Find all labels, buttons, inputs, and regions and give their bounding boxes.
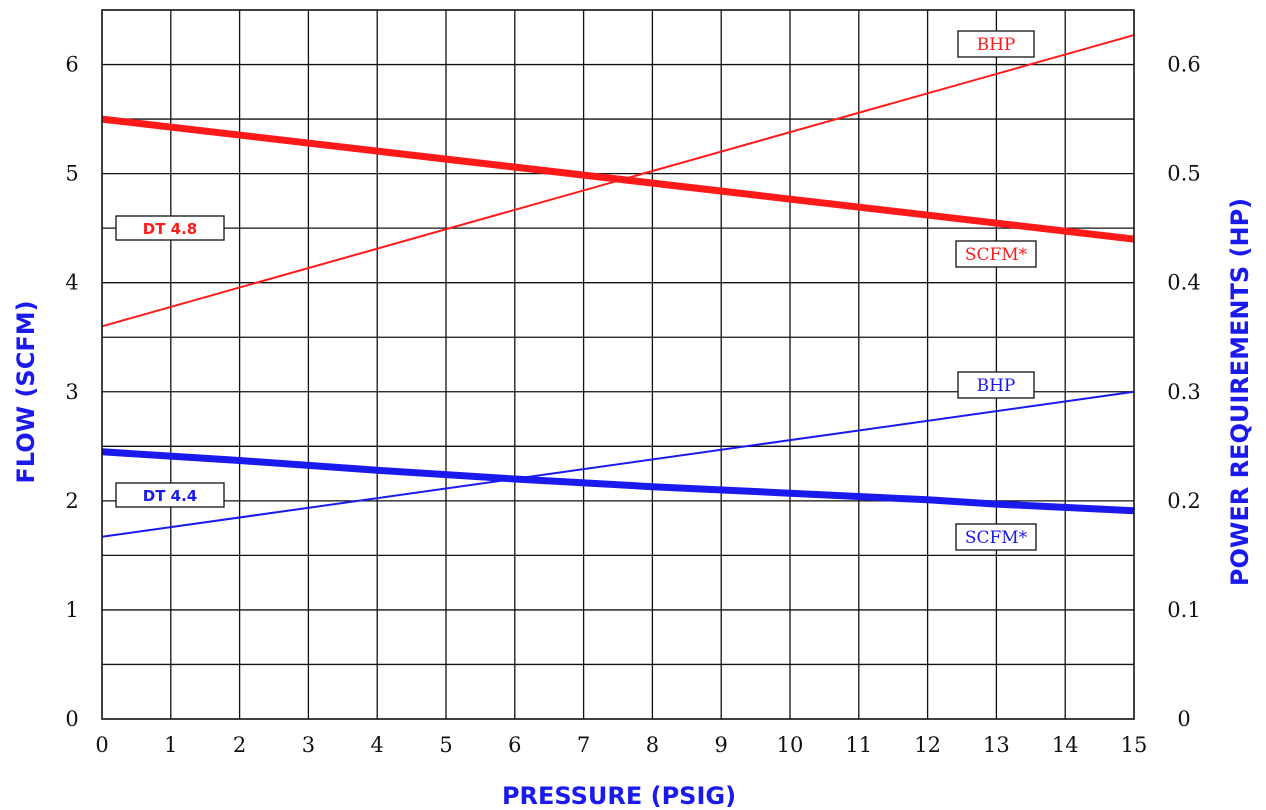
y-tick-label: 5: [65, 162, 78, 186]
y2-tick-label: 0.4: [1167, 271, 1200, 295]
y-tick-label: 1: [65, 598, 78, 622]
label-bhp-box: [957, 30, 1035, 58]
y2-tick-label: 0.6: [1167, 53, 1200, 77]
x-tick-label: 0: [95, 733, 108, 757]
x-tick-label: 2: [233, 733, 246, 757]
label-model: DT 4.4: [115, 482, 225, 508]
label-bhp: BHP: [957, 371, 1035, 399]
label-scfm-text: SCFM*: [965, 245, 1028, 265]
label-bhp-text: BHP: [977, 376, 1016, 396]
x-tick-label: 13: [983, 733, 1010, 757]
x-tick-label: 3: [302, 733, 315, 757]
plot-frame: [101, 9, 1135, 720]
y-axis-ticks: 0 1 2 3 4 5 6: [65, 53, 78, 731]
series-lines: [101, 34, 1135, 538]
x-tick-label: 6: [508, 733, 521, 757]
y2-tick-label: 0.5: [1167, 162, 1200, 186]
x-axis-ticks: 0 1 2 3 4 5 6 7 8 9 10 11 12 13 14 15: [95, 733, 1147, 757]
x-tick-label: 9: [715, 733, 728, 757]
x-tick-label: 5: [439, 733, 452, 757]
label-model-text: DT 4.8: [143, 220, 197, 238]
label-scfm-text: SCFM*: [965, 528, 1028, 548]
label-model-text: DT 4.4: [143, 487, 197, 505]
y2-tick-label: 0.2: [1167, 489, 1200, 513]
y2-tick-label: 0.1: [1167, 598, 1200, 622]
label-bhp: BHP: [957, 30, 1035, 58]
x-tick-label: 14: [1052, 733, 1079, 757]
y-tick-label: 6: [65, 53, 78, 77]
label-scfm: SCFM*: [955, 523, 1037, 551]
label-bhp-text: BHP: [977, 35, 1016, 55]
label-model-box: [115, 482, 225, 508]
series-labels: SCFM* BHP SCFM* BHP DT 4.8 DT 4.4: [115, 30, 1037, 551]
label-scfm-box: [955, 240, 1037, 268]
x-tick-label: 12: [914, 733, 941, 757]
y2-axis-title: POWER REQUIREMENTS (HP): [1226, 198, 1254, 586]
label-scfm: SCFM*: [955, 240, 1037, 268]
x-tick-label: 11: [845, 733, 872, 757]
y-tick-label: 4: [65, 271, 78, 295]
y-tick-label: 2: [65, 489, 78, 513]
label-model: DT 4.8: [115, 215, 225, 241]
x-tick-label: 4: [371, 733, 384, 757]
y2-tick-label: 0: [1177, 707, 1190, 731]
y2-tick-label: 0.3: [1167, 380, 1200, 404]
label-bhp-box: [957, 371, 1035, 399]
series-line-dt-4-8-scfm: [101, 115, 1135, 243]
label-model-box: [115, 215, 225, 241]
y2-axis-ticks: 0 0.1 0.2 0.3 0.4 0.5 0.6: [1167, 53, 1200, 731]
y-tick-label: 3: [65, 380, 78, 404]
x-tick-label: 7: [577, 733, 590, 757]
grid-lines: [102, 10, 1134, 719]
x-tick-label: 8: [646, 733, 659, 757]
label-scfm-box: [955, 523, 1037, 551]
y-axis-title: FLOW (SCFM): [12, 300, 40, 483]
series-line-dt-4-4-scfm: [101, 448, 1135, 515]
series-line-dt-4-4-bhp: [101, 390, 1135, 538]
x-axis-title: PRESSURE (PSIG): [502, 782, 736, 810]
x-tick-label: 1: [164, 733, 177, 757]
y-tick-label: 0: [65, 707, 78, 731]
x-tick-label: 10: [777, 733, 804, 757]
series-line-dt-4-8-bhp: [101, 34, 1135, 328]
x-tick-label: 15: [1121, 733, 1148, 757]
